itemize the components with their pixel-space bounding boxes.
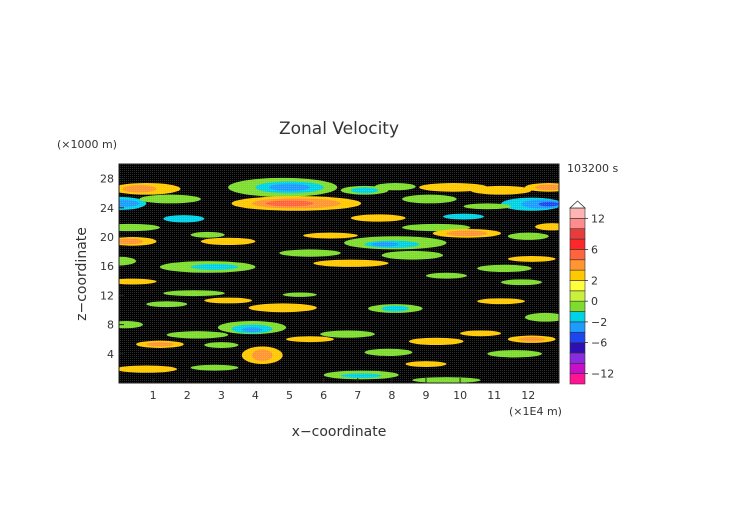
x-tick-label-9: 10 bbox=[453, 389, 467, 402]
plot-area bbox=[118, 163, 560, 384]
colorbar: 12 6 2 0 −2 −6 −12 bbox=[568, 200, 614, 385]
x-tick-label-2: 3 bbox=[218, 389, 225, 402]
x-tick-label-1: 2 bbox=[184, 389, 191, 402]
colorbar-segment-3 bbox=[569, 342, 586, 354]
colorbar-segment-0 bbox=[569, 373, 586, 385]
colorbar-segment-5 bbox=[569, 321, 586, 333]
colorbar-segment-7 bbox=[569, 300, 586, 312]
colorbar-label-0: 12 bbox=[591, 212, 605, 225]
x-axis: 1 2 3 4 5 6 7 8 9 10 11 12 bbox=[150, 378, 535, 402]
y-tick-label-6: 28 bbox=[100, 173, 114, 186]
chart-title: Zonal Velocity bbox=[279, 119, 399, 139]
colorbar-label-4: −2 bbox=[591, 316, 607, 329]
x-tick-label-3: 4 bbox=[252, 389, 259, 402]
colorbar-label-3: 0 bbox=[591, 295, 598, 308]
colorbar-segment-4 bbox=[569, 331, 586, 343]
plot-frame bbox=[118, 163, 560, 384]
colorbar-segment-9 bbox=[569, 280, 586, 292]
colorbar-segment-6 bbox=[569, 311, 586, 323]
y-tick-label-0: 4 bbox=[107, 348, 114, 361]
colorbar-segment-2 bbox=[569, 352, 586, 364]
colorbar-overflow-arrow bbox=[568, 200, 587, 209]
time-label: 103200 s bbox=[567, 162, 618, 175]
x-unit-label: (×1E4 m) bbox=[509, 405, 562, 418]
colorbar-segment-16 bbox=[569, 207, 586, 219]
colorbar-segment-10 bbox=[569, 269, 586, 281]
colorbar-segment-15 bbox=[569, 218, 586, 230]
colorbar-label-6: −12 bbox=[591, 368, 614, 381]
colorbar-segment-14 bbox=[569, 228, 586, 240]
colorbar-segment-8 bbox=[569, 290, 586, 302]
colorbar-label-1: 6 bbox=[591, 243, 598, 256]
x-tick-label-4: 5 bbox=[286, 389, 293, 402]
x-tick-label-11: 12 bbox=[521, 389, 535, 402]
colorbar-label-2: 2 bbox=[591, 274, 598, 287]
y-tick-label-1: 8 bbox=[107, 319, 114, 332]
x-tick-label-6: 7 bbox=[354, 389, 361, 402]
x-axis-label: x−coordinate bbox=[292, 424, 387, 440]
colorbar-segment-13 bbox=[569, 238, 586, 250]
y-tick-label-4: 20 bbox=[100, 231, 114, 244]
y-unit-label: (×1000 m) bbox=[57, 138, 117, 151]
x-tick-label-7: 8 bbox=[388, 389, 395, 402]
colorbar-segment-12 bbox=[569, 249, 586, 261]
y-axis: 4 8 12 16 20 24 28 bbox=[100, 173, 124, 361]
x-tick-label-8: 9 bbox=[422, 389, 429, 402]
x-tick-label-0: 1 bbox=[150, 389, 157, 402]
colorbar-segment-1 bbox=[569, 362, 586, 374]
y-tick-label-5: 24 bbox=[100, 202, 114, 215]
y-tick-label-2: 12 bbox=[100, 289, 114, 302]
colorbar-label-5: −6 bbox=[591, 337, 607, 350]
plot-texture bbox=[119, 164, 559, 383]
x-tick-label-10: 11 bbox=[487, 389, 501, 402]
y-axis-label: z−coordinate bbox=[74, 227, 90, 321]
x-tick-label-5: 6 bbox=[320, 389, 327, 402]
colorbar-segment-11 bbox=[569, 259, 586, 271]
y-tick-label-3: 16 bbox=[100, 260, 114, 273]
